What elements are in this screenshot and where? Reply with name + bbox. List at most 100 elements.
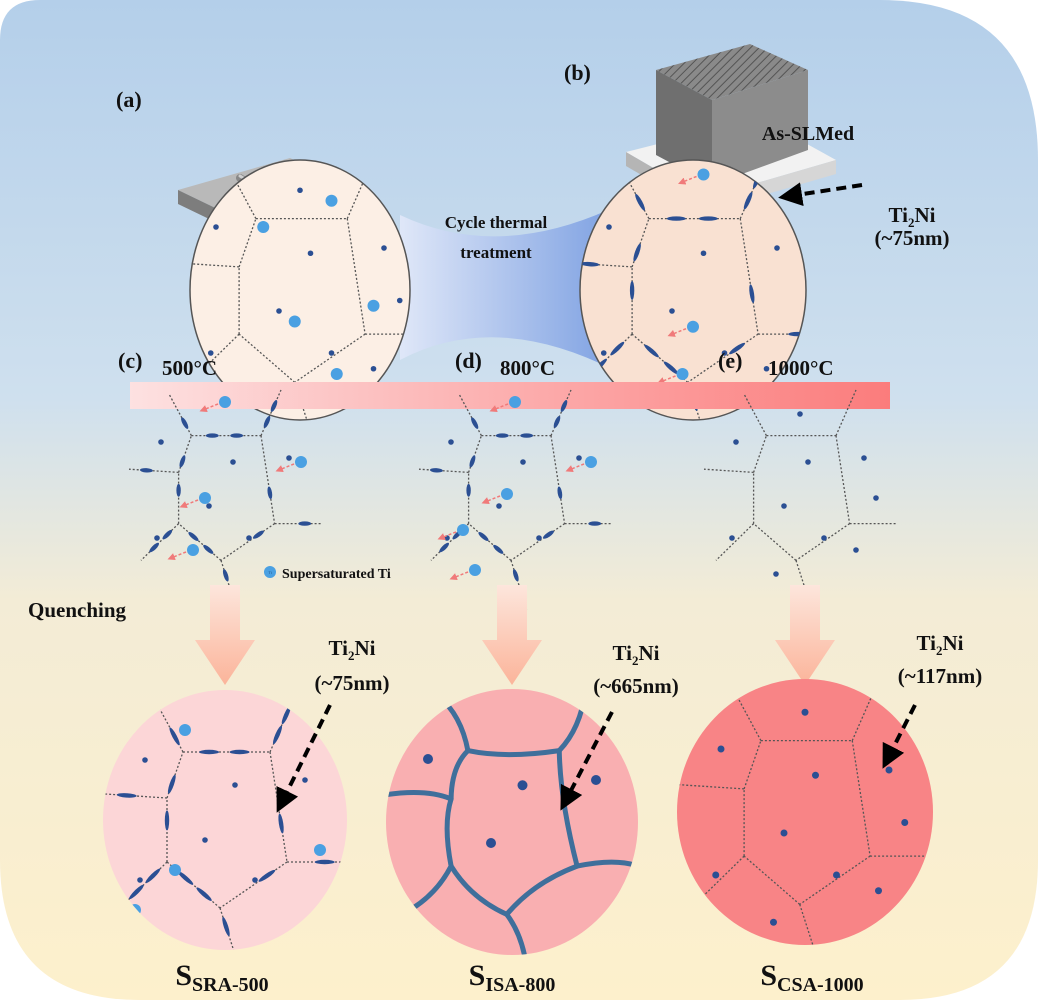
supersaturated-ti-icon bbox=[219, 396, 231, 408]
ti2ni-particle bbox=[370, 365, 377, 372]
ti2ni-precipitate bbox=[273, 725, 282, 745]
ti2ni-particle bbox=[763, 365, 770, 372]
ti2ni-particle bbox=[232, 782, 238, 788]
legend-supersaturated-ti: Ti Supersaturated Ti bbox=[264, 566, 391, 582]
csa-1000-circle bbox=[677, 679, 933, 945]
ti2ni-precipitate bbox=[698, 216, 718, 221]
supersaturated-ti-icon bbox=[367, 299, 380, 312]
ti2ni-precipitate bbox=[229, 749, 250, 755]
panel-label-c: (c) bbox=[118, 348, 142, 373]
ti2ni-precipitate bbox=[270, 400, 278, 412]
grain-boundary bbox=[550, 435, 566, 524]
grain-boundary bbox=[752, 435, 768, 473]
supersaturated-ti-icon bbox=[187, 544, 199, 556]
panel-label-a: (a) bbox=[116, 87, 142, 112]
ti2ni-particle bbox=[591, 775, 601, 785]
grain-boundary bbox=[260, 435, 276, 524]
ti2ni-precipitate bbox=[512, 569, 519, 582]
grain-boundary bbox=[851, 680, 880, 741]
ti2ni-precipitate bbox=[749, 284, 755, 304]
quench-arrow-500 bbox=[195, 585, 255, 685]
sra-500-grain-network bbox=[104, 694, 345, 950]
grain-boundary bbox=[238, 333, 296, 383]
ti2ni-particle bbox=[600, 350, 607, 356]
ti2ni-particle bbox=[733, 439, 739, 445]
ti2ni-precipitate bbox=[729, 342, 745, 355]
ti2ni-precipitate bbox=[169, 727, 180, 746]
grain-boundary bbox=[743, 855, 801, 905]
supersaturated-ti-icon bbox=[509, 396, 521, 408]
ti2ni-precipitate bbox=[471, 417, 479, 429]
grain-boundary bbox=[269, 751, 288, 863]
ti2ni-particle bbox=[202, 837, 208, 843]
ti2ni-precipitate bbox=[263, 415, 271, 428]
panel-label-d: (d) bbox=[455, 348, 482, 373]
ti2ni-precipitate bbox=[298, 521, 312, 526]
supersaturated-ti-icon bbox=[257, 221, 270, 233]
quench-arrow-800 bbox=[482, 585, 542, 685]
sample-label-isa-800: SISA-800 bbox=[469, 959, 556, 996]
supersaturated-ti-icon bbox=[676, 368, 689, 380]
ti2ni-particle bbox=[606, 224, 612, 230]
ti2ni-particle bbox=[712, 871, 720, 879]
temperature-500: 500°C bbox=[162, 356, 217, 380]
diffusion-arrow bbox=[489, 403, 509, 413]
ti2ni-precipitate bbox=[145, 868, 161, 883]
grain-boundary bbox=[504, 911, 531, 955]
ti2ni-particle bbox=[158, 439, 164, 445]
grain-boundary bbox=[178, 523, 222, 561]
grain-boundary bbox=[177, 435, 193, 473]
ti2ni-particle bbox=[669, 308, 675, 314]
ti2ni-particle bbox=[801, 708, 809, 716]
diffusion-arrow bbox=[565, 463, 585, 473]
ti2ni-particle bbox=[833, 871, 840, 879]
ti2ni-precipitate bbox=[188, 531, 199, 541]
ti2ni-particle bbox=[252, 877, 258, 883]
ti2ni-particle bbox=[486, 838, 496, 848]
diffusion-arrow bbox=[167, 551, 187, 561]
thermal-treatment-bridge bbox=[400, 210, 614, 370]
sra-500-circle bbox=[103, 690, 347, 950]
temperature-1000: 1000°C bbox=[768, 356, 834, 380]
supersaturated-ti-icon bbox=[457, 524, 469, 536]
svg-text:Ti2Ni: Ti2Ni bbox=[613, 641, 660, 668]
supersaturated-ti-icon bbox=[469, 564, 481, 576]
ti2ni-size-top: (~75nm) bbox=[874, 226, 949, 250]
grain-network-1000 bbox=[703, 389, 896, 611]
grain-boundary bbox=[346, 160, 375, 219]
grain-boundary bbox=[739, 218, 759, 335]
ti2ni-precipitate bbox=[199, 749, 220, 755]
grain-boundary bbox=[835, 389, 857, 436]
grain-boundary bbox=[467, 435, 483, 473]
ti2ni-particle bbox=[901, 819, 909, 826]
svg-text:(~665nm): (~665nm) bbox=[593, 674, 679, 698]
ti2ni-precipitate bbox=[222, 917, 230, 937]
ti2ni-precipitate bbox=[281, 705, 291, 725]
temperature-800: 800°C bbox=[500, 356, 555, 380]
ti2ni-particle bbox=[496, 503, 502, 509]
grain-boundary bbox=[795, 560, 813, 611]
ti2ni-particle bbox=[885, 766, 893, 774]
dashed-arrow-top bbox=[778, 182, 863, 207]
ti2ni-label-sra: Ti2Ni (~75nm) bbox=[276, 636, 390, 813]
ti2ni-precipitate bbox=[278, 813, 284, 834]
supersaturated-ti-icon bbox=[288, 315, 301, 328]
svg-text:Ti2Ni: Ti2Ni bbox=[329, 636, 376, 663]
supersaturated-ti-icon bbox=[314, 844, 326, 856]
ti2ni-particle bbox=[781, 503, 787, 509]
ti2ni-precipitate bbox=[469, 455, 476, 468]
svg-text:(~117nm): (~117nm) bbox=[898, 664, 982, 688]
ti2ni-particle bbox=[307, 250, 314, 257]
diffusion-arrow bbox=[657, 375, 676, 385]
ti2ni-particle bbox=[853, 547, 859, 553]
supersaturated-ti-icon bbox=[585, 456, 597, 468]
ti2ni-particle bbox=[230, 459, 236, 465]
ti2ni-particle bbox=[805, 459, 811, 465]
grain-boundary bbox=[238, 218, 257, 268]
ti2ni-particle bbox=[520, 459, 526, 465]
grain-boundary bbox=[739, 160, 768, 219]
bridge-label-line1: Cycle thermal bbox=[445, 213, 548, 232]
ti2ni-particle bbox=[576, 455, 582, 461]
grain-boundary bbox=[753, 523, 797, 561]
